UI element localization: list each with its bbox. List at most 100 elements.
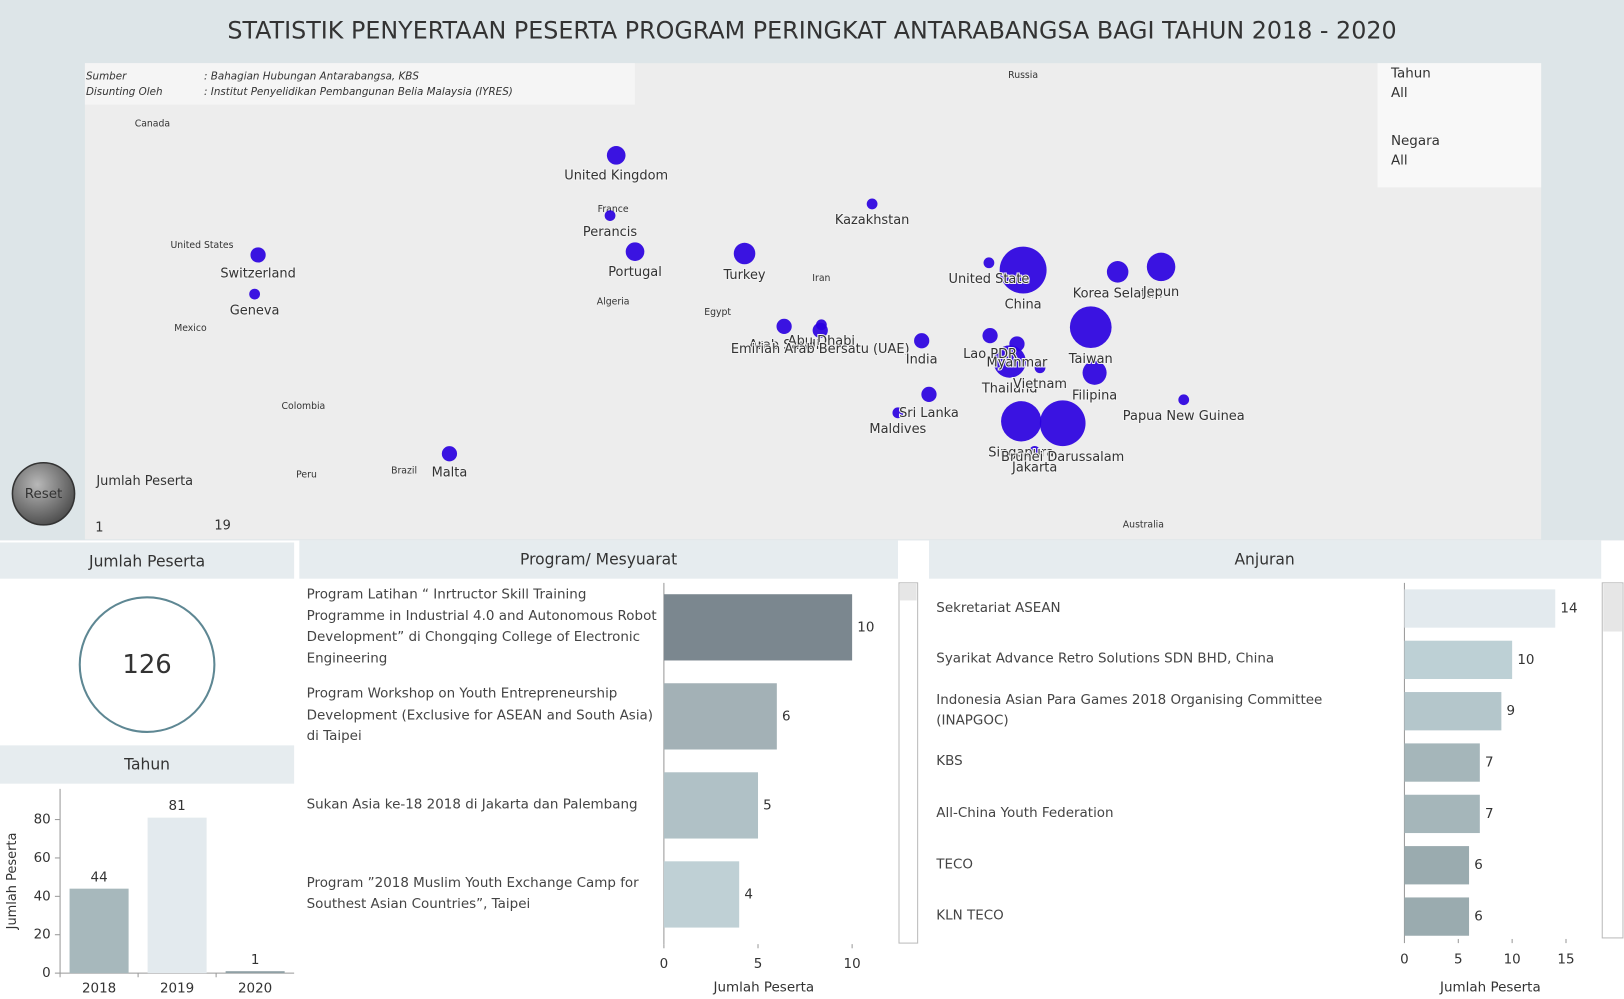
- geo-label: Iran: [812, 273, 830, 284]
- country-bubble: [999, 246, 1047, 294]
- geo-label: Mexico: [174, 323, 207, 334]
- panel-header: [299, 540, 898, 579]
- bar: [69, 888, 129, 974]
- country-bubble: [1106, 261, 1129, 283]
- bar: [663, 861, 740, 928]
- country-bubble: [812, 322, 828, 339]
- category-label-box: Sukan Asia ke-18 2018 di Jakarta dan Pal…: [306, 796, 638, 813]
- country-bubble: [1039, 400, 1086, 447]
- country-label: Switzerland: [220, 266, 295, 281]
- geo-label: Canada: [135, 119, 170, 130]
- value-label: 1: [251, 953, 260, 968]
- country-bubble: [604, 210, 616, 221]
- bar: [1404, 743, 1480, 782]
- category-label-box: Program Workshop on Youth Entrepreneursh…: [307, 687, 653, 745]
- value-label: 81: [169, 799, 186, 814]
- country-bubble: [625, 242, 645, 261]
- country-label: Portugal: [608, 265, 662, 280]
- country-label: Jepun: [1142, 285, 1179, 300]
- country-label: United Kingdom: [564, 169, 668, 184]
- page-title: STATISTIK PENYERTAAN PESERTA PROGRAM PER…: [227, 17, 1396, 45]
- country-label: Papua New Guinea: [1123, 409, 1245, 424]
- category-label: KLN TECO: [936, 908, 1004, 924]
- category-label-box: TECO: [936, 857, 973, 873]
- bar: [1404, 692, 1502, 731]
- kpi-ring: [78, 596, 216, 733]
- y-tick-label: 0: [42, 966, 51, 981]
- kpi-title: Jumlah Peserta: [88, 553, 205, 571]
- country-label: Lao PDR: [963, 347, 1017, 362]
- bar: [1404, 897, 1470, 936]
- y-tick-label: 20: [34, 928, 51, 943]
- category-label: Sukan Asia ke-18 2018 di Jakarta dan Pal…: [306, 796, 638, 813]
- panel-title: Anjuran: [1234, 551, 1294, 569]
- x-tick-label: 5: [754, 957, 763, 972]
- country-label: United State: [948, 272, 1029, 287]
- country-bubble: [983, 257, 995, 269]
- value-label: 4: [744, 887, 753, 902]
- geo-label: Russia: [1008, 70, 1038, 81]
- category-label: Indonesia Asian Para Games 2018 Organisi…: [936, 692, 1323, 729]
- category-label: KBS: [936, 754, 963, 770]
- category-label: Syarikat Advance Retro Solutions SDN BHD…: [936, 651, 1275, 667]
- value-label: 7: [1485, 756, 1494, 771]
- country-label: Turkey: [722, 268, 765, 283]
- value-label: 10: [857, 620, 874, 635]
- country-bubble: [1069, 306, 1112, 349]
- country-label: Maldives: [869, 422, 926, 437]
- bar: [1404, 640, 1513, 680]
- x-tick-label: 0: [1400, 953, 1409, 968]
- country-bubble: [1178, 394, 1190, 406]
- source-key: Sumber: [86, 71, 127, 83]
- category-label: Sekretariat ASEAN: [936, 599, 1061, 616]
- y-axis-title: Jumlah Peserta: [5, 833, 20, 931]
- country-bubble: [733, 242, 756, 265]
- bar: [663, 683, 777, 750]
- country-bubble: [892, 407, 904, 419]
- category-label-box: Program ”2018 Muslim Youth Exchange Camp…: [306, 875, 639, 913]
- value-label: 14: [1560, 602, 1577, 617]
- value-label: 6: [1474, 858, 1483, 873]
- value-label: 44: [91, 870, 108, 885]
- country-label: Kazakhstan: [835, 213, 910, 228]
- x-tick-label: 5: [1454, 953, 1463, 968]
- bar: [663, 594, 853, 661]
- country-label: Sri Lanka: [899, 406, 959, 421]
- country-label: Perancis: [583, 225, 637, 240]
- scroll-thumb[interactable]: [900, 583, 917, 601]
- country-bubble: [1146, 252, 1176, 282]
- country-label: India: [906, 352, 938, 367]
- y-tick-label: 80: [34, 813, 51, 828]
- filter-value[interactable]: All: [1391, 153, 1408, 168]
- country-label: Abu Dhabi: [788, 334, 855, 349]
- reset-circle[interactable]: [11, 461, 76, 526]
- reset-label[interactable]: Reset: [25, 487, 63, 502]
- filter-label: Negara: [1391, 134, 1440, 149]
- country-label: Malta: [432, 465, 468, 480]
- country-label: China: [1005, 297, 1042, 312]
- category-label: All-China Youth Federation: [936, 805, 1114, 821]
- country-label: Geneva: [230, 303, 280, 318]
- filter-box: [1377, 63, 1542, 188]
- value-label: 5: [763, 798, 772, 813]
- country-label: Brunei Darussalam: [1001, 450, 1124, 465]
- legend-min: 1: [95, 520, 103, 535]
- panel-title: Program/ Mesyuarat: [520, 551, 677, 569]
- bar: [1404, 846, 1470, 885]
- geo-label: Colombia: [282, 401, 326, 412]
- scroll-thumb[interactable]: [1603, 583, 1622, 632]
- scrollbar[interactable]: [898, 582, 919, 944]
- country-label: Taiwan: [1068, 352, 1113, 367]
- geo-label: United States: [170, 240, 233, 251]
- reset-button[interactable]: Reset: [11, 461, 76, 526]
- y-tick-label: 60: [34, 851, 51, 866]
- category-label: Program ”2018 Muslim Youth Exchange Camp…: [306, 875, 639, 913]
- category-label-box: KLN TECO: [936, 908, 1004, 924]
- country-bubble: [921, 386, 937, 402]
- scrollbar[interactable]: [1601, 582, 1624, 939]
- filter-value[interactable]: All: [1391, 86, 1408, 101]
- value-label: 6: [782, 709, 791, 724]
- legend-max: 19: [214, 518, 230, 533]
